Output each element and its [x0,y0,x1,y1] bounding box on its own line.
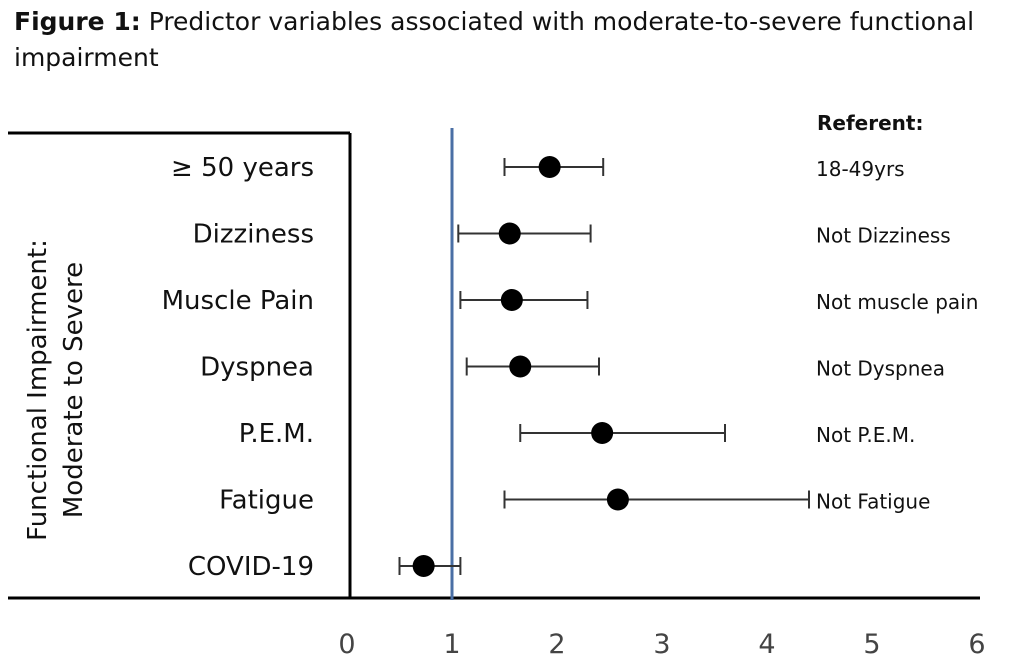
forest-row: P.E.M. Not P.E.M. [239,419,916,449]
figure-caption: Predictor variables associated with mode… [14,7,975,72]
x-tick-label: 0 [338,629,355,660]
y-axis-label-line1: Functional Impairment: [23,239,53,541]
row-label: COVID-19 [188,552,314,582]
forest-row: COVID-19 [188,552,462,582]
x-tick-label: 2 [548,629,565,660]
forest-rows: ≥ 50 years 18-49yrs Dizziness Not Dizziness… [162,153,979,582]
x-tick-label: 4 [758,629,775,660]
row-label: Dyspnea [200,353,314,383]
x-tick-label: 6 [968,629,985,660]
x-tick-label: 5 [863,629,880,660]
forest-row: Dyspnea Not Dyspnea [200,353,945,383]
referent-header: Referent: [817,111,923,135]
referent-label: Not muscle pain [816,290,978,314]
referent-label: Not Dyspnea [816,357,945,381]
referent-label: 18-49yrs [816,157,905,181]
figure-title: Figure 1: Predictor variables associated… [14,4,1014,76]
referent-label: Not P.E.M. [816,423,915,447]
point-estimate [498,222,521,245]
point-estimate [412,555,435,577]
point-estimate [500,289,523,311]
forest-row: Fatigue Not Fatigue [219,486,930,516]
row-label: Muscle Pain [162,286,314,316]
point-estimate [509,355,532,378]
forest-row: Muscle Pain Not muscle pain [162,286,979,316]
referent-label: Not Dizziness [816,224,951,248]
point-estimate [538,156,561,178]
x-tick-label: 1 [443,629,460,660]
x-tick-labels: 0 1 2 3 4 5 6 [338,629,985,660]
row-label: Dizziness [193,220,314,250]
y-axis-label-line2: Moderate to Severe [59,262,89,518]
referent-label: Not Fatigue [816,490,930,514]
point-estimate [591,422,614,444]
row-label: Fatigue [219,486,314,516]
figure-label: Figure 1: [14,7,141,36]
row-label: ≥ 50 years [171,153,314,183]
row-label: P.E.M. [239,419,314,449]
x-tick-label: 3 [653,629,670,660]
point-estimate [606,488,629,511]
forest-row: ≥ 50 years 18-49yrs [171,153,905,183]
forest-row: Dizziness Not Dizziness [193,220,951,250]
